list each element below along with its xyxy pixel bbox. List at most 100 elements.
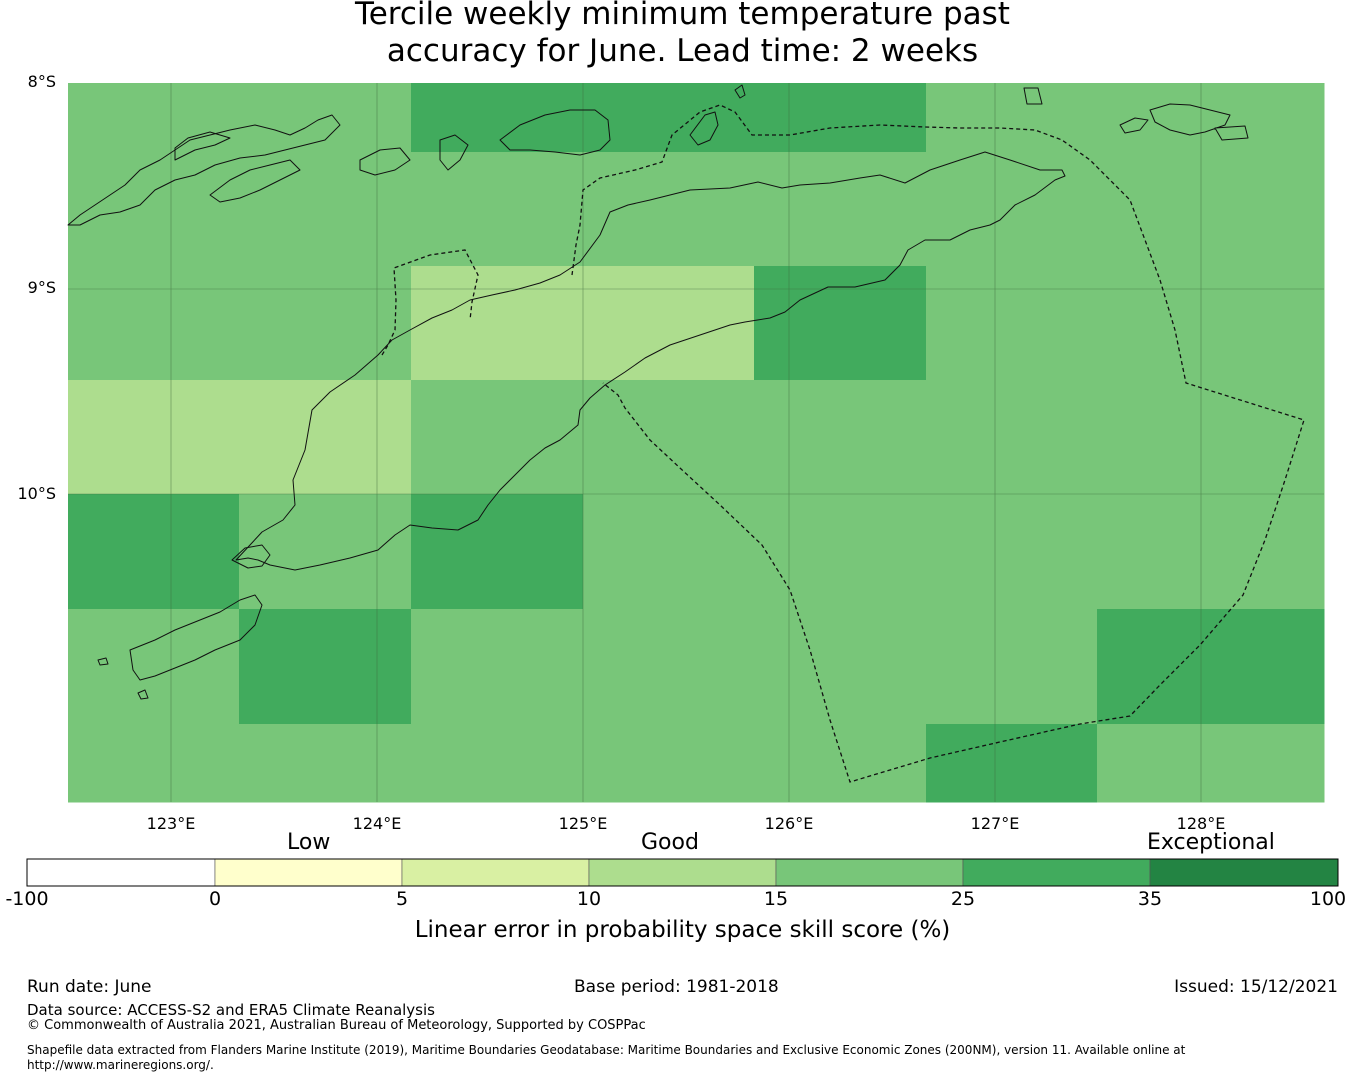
- skill-cell: [1097, 609, 1325, 725]
- skill-cell: [926, 152, 1098, 267]
- title-line-2: accuracy for June. Lead time: 2 weeks: [386, 33, 979, 69]
- skill-cell: [754, 609, 927, 725]
- colorbar-segment: [588, 858, 777, 887]
- copyright: © Commonwealth of Australia 2021, Austra…: [27, 1018, 646, 1033]
- skill-cell: [754, 494, 927, 610]
- skill-cell: [68, 380, 240, 495]
- skill-cell: [583, 266, 755, 381]
- skill-cell: [1097, 266, 1325, 381]
- eez-boundary-north: [571, 104, 1305, 783]
- colorbar-title: Linear error in probability space skill …: [414, 917, 951, 943]
- skill-cell: [68, 609, 240, 725]
- colorbar-segment: [1149, 858, 1339, 887]
- colorbar-segment: [214, 858, 403, 887]
- skill-cell: [583, 380, 755, 495]
- flores-coastline: [67, 114, 341, 226]
- skill-cell: [1097, 724, 1325, 803]
- skill-cell: [68, 152, 240, 267]
- skill-cell: [754, 380, 927, 495]
- category-good: Good: [641, 830, 699, 855]
- skill-cell: [583, 724, 755, 803]
- skill-cell: [411, 724, 584, 803]
- tick-label: 5: [395, 888, 409, 910]
- tick-label: 25: [950, 888, 976, 910]
- skill-cell: [68, 266, 240, 381]
- skill-cell: [239, 609, 412, 725]
- oecusse-boundary: [381, 249, 479, 356]
- colorbar-segment: [962, 858, 1151, 887]
- skill-cell: [239, 724, 412, 803]
- map-title: Tercile weekly minimum temperature past …: [0, 0, 1365, 70]
- skill-cell: [411, 380, 584, 495]
- skill-cell: [239, 266, 412, 381]
- tick-label: 0: [208, 888, 222, 910]
- skill-cell: [239, 380, 412, 495]
- skill-cell: [411, 83, 584, 153]
- skill-cell: [1097, 83, 1325, 153]
- rote-coastline: [231, 544, 271, 569]
- shapefile-credit-line-2: http://www.marineregions.org/.: [27, 1058, 214, 1072]
- lon-label-126e: 126°E: [764, 814, 814, 833]
- skill-cell: [754, 152, 927, 267]
- lon-label-124e: 124°E: [352, 814, 402, 833]
- tick-label: -100: [5, 888, 49, 910]
- coastlines: [67, 84, 1249, 700]
- skill-cell: [239, 494, 412, 610]
- data-source: Data source: ACCESS-S2 and ERA5 Climate …: [27, 1001, 435, 1019]
- skill-cell: [926, 380, 1098, 495]
- sumba-east-coastline: [97, 594, 263, 700]
- skill-cell: [583, 609, 755, 725]
- skill-cell: [754, 724, 927, 803]
- skill-cell: [411, 609, 584, 725]
- wetar-coastline: [1119, 103, 1249, 141]
- colorbar-segment: [775, 858, 964, 887]
- skill-cell: [926, 266, 1098, 381]
- category-low: Low: [287, 830, 331, 855]
- skill-grid: [68, 83, 1325, 803]
- lat-label-8s: 8°S: [27, 72, 56, 91]
- skill-cell: [926, 609, 1098, 725]
- maritime-boundaries: [381, 104, 1305, 783]
- tick-label: 100: [1309, 888, 1347, 910]
- category-exceptional: Exceptional: [1147, 830, 1275, 855]
- colorbar-outline: [26, 858, 1339, 887]
- colorbar: [26, 858, 1339, 887]
- skill-cell: [754, 83, 927, 153]
- skill-cell: [411, 266, 584, 381]
- lon-label-125e: 125°E: [558, 814, 608, 833]
- lon-label-123e: 123°E: [146, 814, 196, 833]
- skill-cell: [583, 83, 755, 153]
- colorbar-segment: [401, 858, 590, 887]
- skill-cell: [411, 152, 584, 267]
- skill-cell: [583, 494, 755, 610]
- skill-cell: [1097, 494, 1325, 610]
- colorbar-segment: [26, 858, 216, 887]
- skill-cell: [583, 152, 755, 267]
- lon-label-128e: 128°E: [1176, 814, 1226, 833]
- skill-cell: [1097, 380, 1325, 495]
- lon-label-127e: 127°E: [970, 814, 1020, 833]
- skill-cell: [68, 494, 240, 610]
- run-date: Run date: June: [27, 977, 152, 997]
- skill-cell: [411, 494, 584, 610]
- skill-cell: [1097, 152, 1325, 267]
- base-period: Base period: 1981-2018: [574, 977, 779, 997]
- skill-cell: [926, 724, 1098, 803]
- timor-island-coastline: [235, 151, 1066, 571]
- skill-cell: [926, 83, 1098, 153]
- tick-label: 15: [763, 888, 789, 910]
- skill-cell: [239, 152, 412, 267]
- lat-label-10s: 10°S: [17, 484, 56, 503]
- tick-label: 35: [1137, 888, 1163, 910]
- graticule: [68, 83, 1324, 802]
- adonara-lembata-coastline: [174, 131, 301, 203]
- skill-cell: [926, 494, 1098, 610]
- atauro-coastline: [689, 111, 719, 146]
- title-line-1: Tercile weekly minimum temperature past: [355, 0, 1010, 32]
- small-island-coastline: [734, 84, 1043, 105]
- alor-coastline: [499, 109, 611, 156]
- pantar-coastline: [359, 134, 469, 176]
- skill-cell: [68, 83, 240, 153]
- tick-label: 10: [576, 888, 602, 910]
